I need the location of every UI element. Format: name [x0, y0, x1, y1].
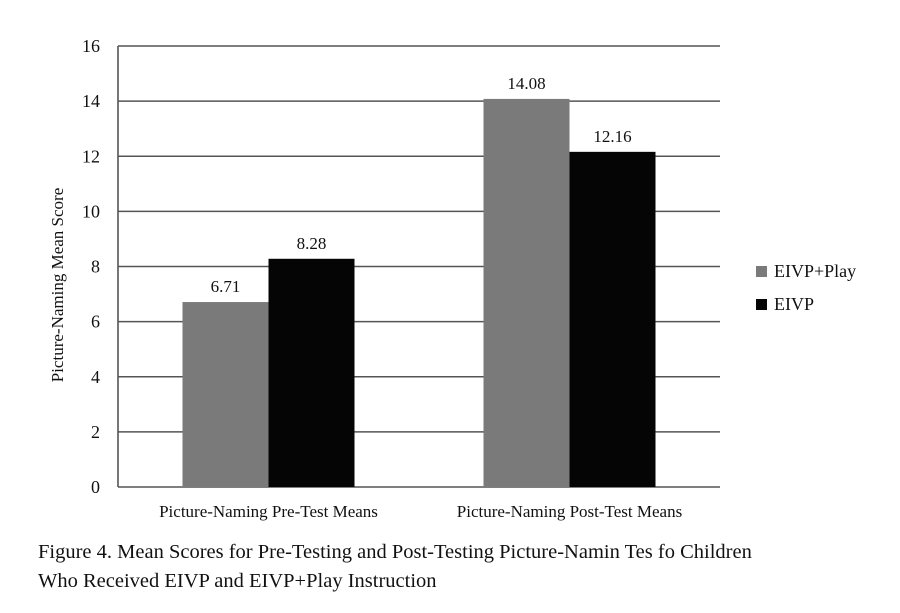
data-label: 14.08 — [507, 74, 545, 93]
legend: EIVP+Play EIVP — [756, 261, 856, 314]
figure-caption: Figure 4. Mean Scores for Pre-Testing an… — [38, 538, 888, 596]
legend-swatch-0 — [756, 266, 767, 277]
y-tick-label: 14 — [82, 91, 100, 111]
data-label: 8.28 — [297, 234, 327, 253]
caption-line-2: Who Received EIVP and EIVP+Play Instruct… — [38, 570, 437, 592]
category-label: Picture-Naming Pre-Test Means — [159, 502, 378, 521]
legend-label: EIVP+Play — [774, 261, 856, 281]
y-tick-label: 2 — [91, 422, 100, 442]
bar-EIVP+Play-1 — [483, 98, 570, 488]
category-label: Picture-Naming Post-Test Means — [457, 502, 682, 521]
bars — [182, 98, 656, 488]
y-tick-label: 6 — [91, 312, 100, 332]
bar-EIVP-1 — [569, 151, 656, 487]
legend-swatch-1 — [756, 299, 767, 310]
y-tick-labels: 0 2 4 6 8 10 12 14 16 — [82, 36, 100, 497]
y-tick-label: 0 — [91, 477, 100, 497]
legend-label: EIVP — [774, 294, 814, 314]
y-tick-label: 10 — [82, 201, 100, 221]
y-tick-label: 16 — [82, 36, 100, 56]
bar-EIVP+Play-0 — [182, 302, 269, 487]
y-tick-label: 8 — [91, 257, 100, 277]
category-labels: Picture-Naming Pre-Test Means Picture-Nam… — [159, 502, 682, 521]
caption-line-1: Figure 4. Mean Scores for Pre-Testing an… — [38, 541, 752, 563]
y-tick-label: 4 — [91, 367, 100, 387]
bar-chart: 0 2 4 6 8 10 12 14 16 6.71 8.28 14.08 12.16 Picture… — [48, 36, 856, 521]
data-label: 6.71 — [211, 277, 241, 296]
data-label: 12.16 — [593, 127, 631, 146]
data-labels: 6.71 8.28 14.08 12.16 — [211, 74, 632, 296]
y-tick-label: 12 — [82, 146, 100, 166]
y-axis-label: Picture-Naming Mean Score — [48, 188, 67, 383]
bar-EIVP-0 — [268, 258, 355, 487]
